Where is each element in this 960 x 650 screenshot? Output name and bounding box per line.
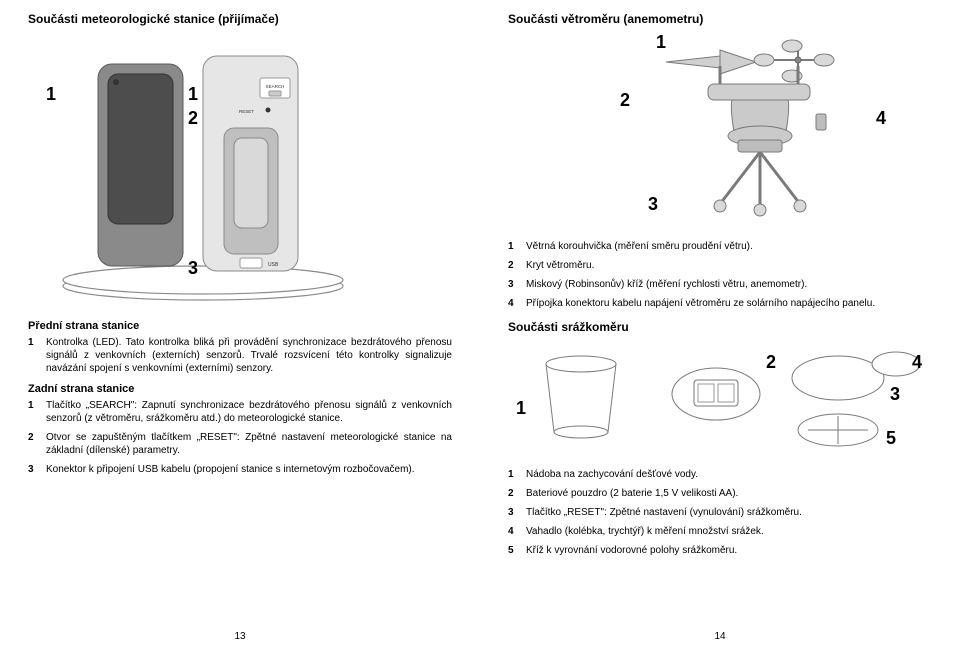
rain-item-1-num: 1 <box>508 469 514 480</box>
anemo-item-1-num: 1 <box>508 241 514 252</box>
front-item-1: 1 Kontrolka (LED). Tato kontrolka bliká … <box>28 336 452 375</box>
rain-callout-3: 3 <box>890 384 900 405</box>
callout-left-2: 2 <box>188 108 198 129</box>
page-number-right: 14 <box>714 631 725 642</box>
page-left: Součásti meteorologické stanice (přijíma… <box>0 0 480 650</box>
anemometer-figure: 1 2 3 4 <box>508 36 932 226</box>
anemo-callout-4: 4 <box>876 108 886 129</box>
rain-item-3-num: 3 <box>508 507 514 518</box>
rain-callout-1: 1 <box>516 398 526 419</box>
rain-item-4-num: 4 <box>508 526 514 537</box>
callout-left-1b: 1 <box>188 84 198 105</box>
back-item-1-text: Tlačítko „SEARCH": Zapnutí synchronizace… <box>46 399 452 425</box>
front-side-heading: Přední strana stanice <box>28 320 452 332</box>
reset-label-text: RESET <box>239 109 254 114</box>
rain-item-3: 3 Tlačítko „RESET": Zpětné nastavení (vy… <box>508 506 932 519</box>
anemo-item-1: 1 Větrná korouhvička (měření směru proud… <box>508 240 932 253</box>
search-label-text: SEARCH <box>266 84 285 89</box>
page-number-left: 13 <box>234 631 245 642</box>
rain-item-5-num: 5 <box>508 545 514 556</box>
anemo-callout-2: 2 <box>620 90 630 111</box>
back-item-2: 2 Otvor se zapuštěným tlačítkem „RESET":… <box>28 431 452 457</box>
rain-gauge-svg <box>508 344 932 454</box>
front-item-1-text: Kontrolka (LED). Tato kontrolka bliká př… <box>46 336 452 375</box>
anemo-item-3-text: Miskový (Robinsonův) kříž (měření rychlo… <box>526 278 807 291</box>
anemo-item-1-text: Větrná korouhvička (měření směru prouděn… <box>526 240 753 253</box>
anemo-callout-1: 1 <box>656 32 666 53</box>
back-item-2-text: Otvor se zapuštěným tlačítkem „RESET": Z… <box>46 431 452 457</box>
anemo-item-3-num: 3 <box>508 279 514 290</box>
rain-item-1: 1 Nádoba na zachycování dešťové vody. <box>508 468 932 481</box>
callout-left-1a: 1 <box>46 84 56 105</box>
rain-callout-4: 4 <box>912 352 922 373</box>
rain-item-2: 2 Bateriové pouzdro (2 baterie 1,5 V vel… <box>508 487 932 500</box>
rain-title: Součásti srážkoměru <box>508 320 932 334</box>
rain-item-1-text: Nádoba na zachycování dešťové vody. <box>526 468 698 481</box>
anemo-item-3: 3 Miskový (Robinsonův) kříž (měření rych… <box>508 278 932 291</box>
anemo-item-2-num: 2 <box>508 260 514 271</box>
back-item-1-num: 1 <box>28 400 34 411</box>
front-item-1-num: 1 <box>28 337 34 348</box>
right-title-anemometer: Součásti větroměru (anemometru) <box>508 12 932 26</box>
rain-item-2-text: Bateriové pouzdro (2 baterie 1,5 V velik… <box>526 487 738 500</box>
rain-item-3-text: Tlačítko „RESET": Zpětné nastavení (vynu… <box>526 506 802 519</box>
back-item-2-num: 2 <box>28 432 34 443</box>
rain-callout-5: 5 <box>886 428 896 449</box>
rain-gauge-figure: 1 2 3 4 5 <box>508 344 932 454</box>
anemo-item-2: 2 Kryt větroměru. <box>508 259 932 272</box>
rain-item-5: 5 Kříž k vyrovnání vodorovné polohy sráž… <box>508 544 932 557</box>
rain-item-2-num: 2 <box>508 488 514 499</box>
anemo-item-4: 4 Přípojka konektoru kabelu napájení vět… <box>508 297 932 310</box>
receiver-figure: SEARCH RESET USB 1 1 2 3 <box>28 36 452 306</box>
page-right: Součásti větroměru (anemometru) <box>480 0 960 650</box>
back-item-1: 1 Tlačítko „SEARCH": Zapnutí synchroniza… <box>28 399 452 425</box>
rain-item-4: 4 Vahadlo (kolébka, trychtýř) k měření m… <box>508 525 932 538</box>
anemometer-svg <box>570 36 870 226</box>
back-item-3-text: Konektor k připojení USB kabelu (propoje… <box>46 463 415 476</box>
receiver-svg: SEARCH RESET USB <box>28 36 452 306</box>
back-item-3: 3 Konektor k připojení USB kabelu (propo… <box>28 463 452 476</box>
rain-item-5-text: Kříž k vyrovnání vodorovné polohy srážko… <box>526 544 737 557</box>
back-item-3-num: 3 <box>28 464 34 475</box>
anemo-item-2-text: Kryt větroměru. <box>526 259 594 272</box>
rain-item-4-text: Vahadlo (kolébka, trychtýř) k měření mno… <box>526 525 764 538</box>
left-title-receiver: Součásti meteorologické stanice (přijíma… <box>28 12 452 26</box>
rain-callout-2: 2 <box>766 352 776 373</box>
callout-left-3: 3 <box>188 258 198 279</box>
anemo-item-4-text: Přípojka konektoru kabelu napájení větro… <box>526 297 875 310</box>
usb-label-text: USB <box>268 262 279 268</box>
back-side-heading: Zadní strana stanice <box>28 383 452 395</box>
anemo-item-4-num: 4 <box>508 298 514 309</box>
anemo-callout-3: 3 <box>648 194 658 215</box>
